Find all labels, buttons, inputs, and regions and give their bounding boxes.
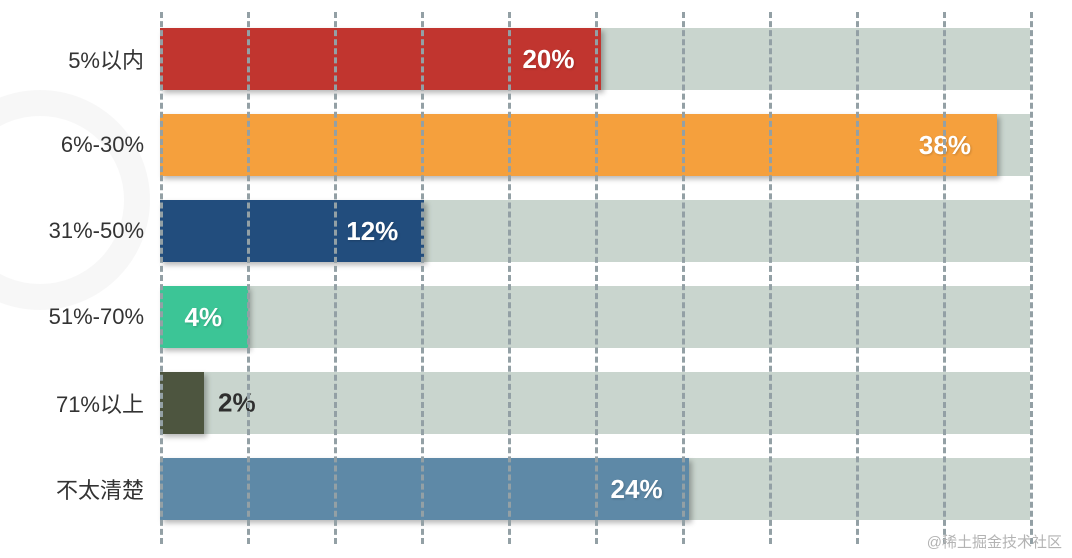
bar-track: 24% (160, 458, 1030, 520)
bar-track: 38% (160, 114, 1030, 176)
bar-track: 4% (160, 286, 1030, 348)
bar: 12% (160, 200, 425, 262)
chart-row: 51%-70% 4% (0, 286, 1030, 348)
chart-row: 5%以内 20% (0, 28, 1030, 90)
chart-row: 不太清楚 24% (0, 458, 1030, 520)
bar (160, 372, 205, 434)
value-label: 12% (346, 215, 399, 246)
chart-row: 31%-50% 12% (0, 200, 1030, 262)
value-label: 20% (522, 43, 575, 74)
bar-track: 2% (160, 372, 1030, 434)
category-label: 71%以上 (55, 392, 144, 417)
bar-track: 12% (160, 200, 1030, 262)
bar: 4% (160, 286, 249, 348)
bar: 38% (160, 114, 997, 176)
value-label: 2% (218, 387, 256, 418)
bar-track: 20% (160, 28, 1030, 90)
chart-row: 6%-30% 38% (0, 114, 1030, 176)
bar: 24% (160, 458, 689, 520)
value-label: 38% (918, 129, 971, 160)
category-label: 6%-30% (60, 132, 144, 157)
category-label: 5%以内 (68, 48, 144, 73)
value-label: 24% (610, 473, 663, 504)
bar: 20% (160, 28, 601, 90)
watermark: @稀土掘金技术社区 (926, 534, 1062, 551)
category-label: 不太清楚 (55, 478, 144, 503)
category-label: 31%-50% (48, 218, 144, 243)
plot-area: 5%以内 20% 6%-30% 38% 31%-50% 12% 51%-70% 4% 71%以上… (0, 28, 1030, 520)
chart-row: 71%以上 2% (0, 372, 1030, 434)
gridline (1030, 12, 1033, 544)
category-label: 51%-70% (48, 304, 144, 329)
value-label: 4% (184, 301, 223, 332)
